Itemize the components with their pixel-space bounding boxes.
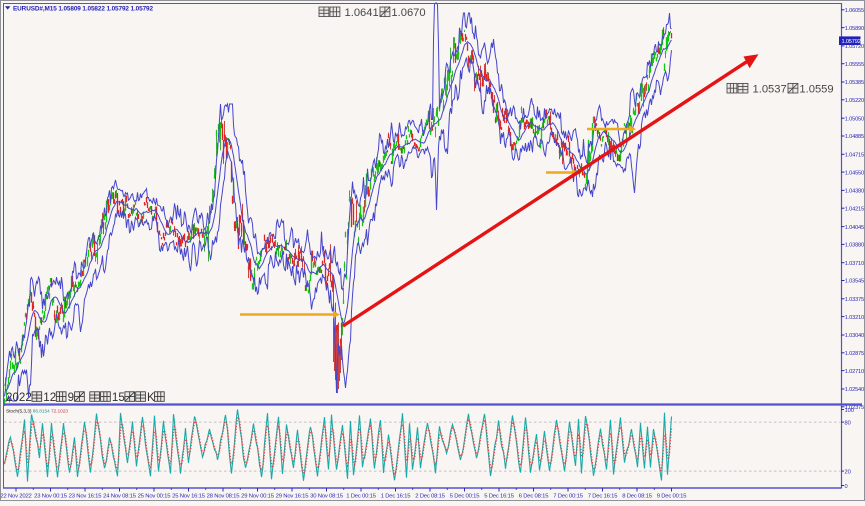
svg-text:1.04215: 1.04215 bbox=[845, 206, 864, 212]
svg-text:1.05720: 1.05720 bbox=[845, 44, 864, 50]
svg-text:9: 9 bbox=[68, 391, 74, 404]
svg-text:1.03710: 1.03710 bbox=[845, 261, 864, 267]
svg-text:1.03545: 1.03545 bbox=[845, 279, 864, 285]
svg-text:1.03880: 1.03880 bbox=[845, 243, 864, 249]
svg-text:25 Nov 16:15: 25 Nov 16:15 bbox=[172, 494, 206, 500]
svg-text:1.02710: 1.02710 bbox=[845, 369, 864, 375]
svg-text:22 Nov 2022: 22 Nov 2022 bbox=[0, 494, 31, 500]
svg-text:9 Dec 00:15: 9 Dec 00:15 bbox=[657, 494, 687, 500]
svg-text:1.0559: 1.0559 bbox=[799, 84, 833, 96]
svg-text:1.02875: 1.02875 bbox=[845, 351, 864, 357]
svg-text:1.04885: 1.04885 bbox=[845, 134, 864, 140]
svg-text:1.05792: 1.05792 bbox=[842, 39, 861, 45]
svg-text:8 Dec 08:15: 8 Dec 08:15 bbox=[622, 494, 652, 500]
svg-text:29 Nov 16:15: 29 Nov 16:15 bbox=[276, 494, 310, 500]
svg-text:1.05220: 1.05220 bbox=[845, 98, 864, 104]
svg-text:1.04380: 1.04380 bbox=[845, 189, 864, 195]
svg-text:1.04045: 1.04045 bbox=[845, 225, 864, 231]
svg-text:80: 80 bbox=[845, 421, 851, 427]
svg-text:5 Dec 00:15: 5 Dec 00:15 bbox=[450, 494, 480, 500]
svg-text:30 Nov 08:15: 30 Nov 08:15 bbox=[310, 494, 344, 500]
svg-text:6 Dec 08:15: 6 Dec 08:15 bbox=[519, 494, 549, 500]
svg-text:1.0537: 1.0537 bbox=[753, 84, 787, 96]
svg-text:15: 15 bbox=[112, 391, 125, 404]
svg-text:EURUSD#,M15 1.05809 1.05822 1: EURUSD#,M15 1.05809 1.05822 1.05792 1.05… bbox=[13, 5, 153, 12]
svg-text:1.05050: 1.05050 bbox=[845, 116, 864, 122]
svg-text:29 Nov 00:15: 29 Nov 00:15 bbox=[241, 494, 275, 500]
svg-text:1.06055: 1.06055 bbox=[845, 8, 864, 14]
svg-text:23 Nov 16:15: 23 Nov 16:15 bbox=[69, 494, 103, 500]
svg-text:1.0670: 1.0670 bbox=[391, 7, 425, 19]
svg-text:7 Dec 00:15: 7 Dec 00:15 bbox=[553, 494, 583, 500]
svg-text:1.05385: 1.05385 bbox=[845, 80, 864, 86]
svg-text:1.03040: 1.03040 bbox=[845, 333, 864, 339]
svg-text:1 Dec 00:15: 1 Dec 00:15 bbox=[346, 494, 376, 500]
svg-text:28 Nov 08:15: 28 Nov 08:15 bbox=[207, 494, 241, 500]
svg-text:7 Dec 16:15: 7 Dec 16:15 bbox=[588, 494, 618, 500]
svg-text:1 Dec 16:15: 1 Dec 16:15 bbox=[381, 494, 411, 500]
svg-text:2022: 2022 bbox=[6, 391, 32, 404]
svg-text:12: 12 bbox=[43, 391, 56, 404]
svg-text:2 Dec 08:15: 2 Dec 08:15 bbox=[415, 494, 445, 500]
svg-text:1.05555: 1.05555 bbox=[845, 62, 864, 68]
svg-text:Stoch(5,3,3) 86.8154 72.1023: Stoch(5,3,3) 86.8154 72.1023 bbox=[6, 408, 68, 414]
svg-text:5 Dec 16:15: 5 Dec 16:15 bbox=[484, 494, 514, 500]
svg-text:23 Nov 00:15: 23 Nov 00:15 bbox=[34, 494, 68, 500]
svg-text:1.02375: 1.02375 bbox=[845, 405, 864, 411]
svg-text:24 Nov 08:15: 24 Nov 08:15 bbox=[103, 494, 137, 500]
svg-text:1.03375: 1.03375 bbox=[845, 297, 864, 303]
svg-text:1.05890: 1.05890 bbox=[845, 26, 864, 32]
svg-text:0: 0 bbox=[845, 484, 848, 490]
svg-text:K: K bbox=[147, 391, 155, 404]
svg-text:25 Nov 00:15: 25 Nov 00:15 bbox=[138, 494, 172, 500]
svg-text:100: 100 bbox=[845, 408, 855, 414]
svg-text:1.02540: 1.02540 bbox=[845, 387, 864, 393]
svg-text:20: 20 bbox=[845, 470, 851, 476]
svg-text:1.04715: 1.04715 bbox=[845, 153, 864, 159]
svg-text:1.04550: 1.04550 bbox=[845, 170, 864, 176]
svg-text:1.03210: 1.03210 bbox=[845, 315, 864, 321]
svg-text:1.0641: 1.0641 bbox=[345, 7, 379, 19]
